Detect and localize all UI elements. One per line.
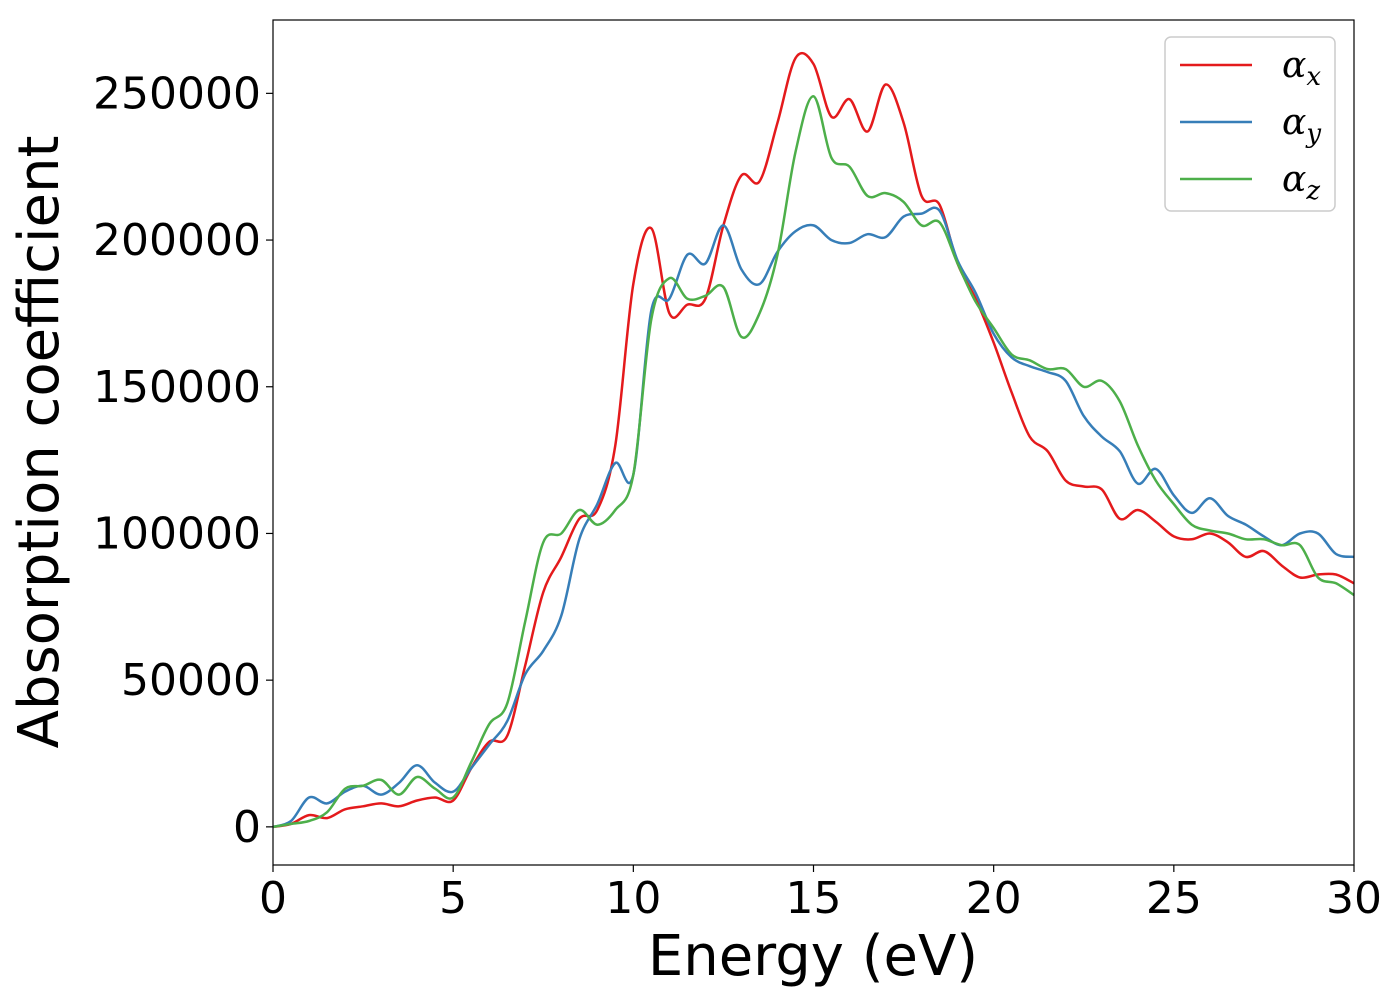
y-tick-label: 250000	[93, 68, 261, 119]
legend-label-x: αx	[1282, 45, 1321, 92]
legend-label-subscript: x	[1306, 62, 1321, 92]
legend-label-base: α	[1282, 102, 1306, 143]
legend-label-z: αz	[1282, 159, 1320, 206]
legend-box	[1164, 36, 1336, 212]
x-tick-label: 5	[439, 873, 467, 924]
series-layer	[272, 51, 1355, 829]
legend-label-subscript: z	[1305, 176, 1320, 206]
series-line-y	[272, 206, 1355, 829]
x-axis-title: Energy (eV)	[648, 924, 978, 989]
y-tick-label: 100000	[93, 508, 261, 559]
x-tick-label: 10	[605, 873, 661, 924]
legend-label-subscript: y	[1305, 119, 1321, 149]
x-axis: 0 5 10 15 20 25 30	[259, 865, 1382, 924]
series-line-z	[272, 95, 1355, 829]
y-tick-label: 200000	[93, 215, 261, 266]
y-tick-label: 0	[233, 802, 261, 853]
x-tick-label: 25	[1146, 873, 1202, 924]
y-tick-label: 150000	[93, 362, 261, 413]
y-tick-label: 50000	[121, 655, 261, 706]
y-axis: 0 50000 100000 150000 200000 250000	[93, 68, 273, 853]
x-tick-label: 30	[1326, 873, 1382, 924]
legend-label-base: α	[1282, 45, 1306, 86]
y-axis-title: Absorption coefficient	[7, 136, 72, 749]
legend-label-base: α	[1282, 159, 1306, 200]
x-tick-label: 20	[966, 873, 1022, 924]
series-line-x	[272, 51, 1355, 829]
legend-label-y: αy	[1282, 102, 1321, 149]
x-tick-label: 0	[259, 873, 287, 924]
x-tick-label: 15	[786, 873, 842, 924]
